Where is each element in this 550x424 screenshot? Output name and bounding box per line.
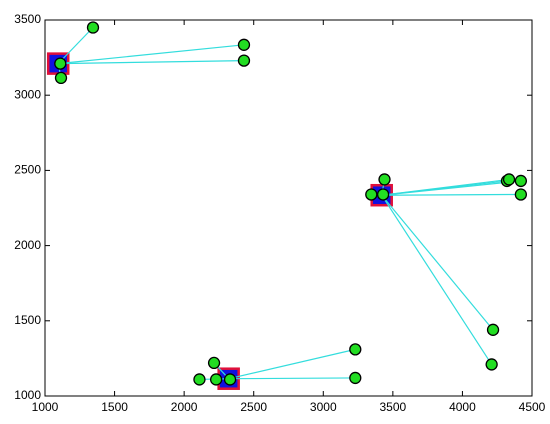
- link: [381, 193, 521, 196]
- sensor-node: [54, 57, 67, 70]
- link: [58, 44, 245, 65]
- x-tick-label: 3500: [380, 400, 407, 414]
- sensor-node: [514, 174, 528, 188]
- sensor-node: [193, 373, 206, 386]
- x-tick-label: 4500: [519, 400, 546, 414]
- y-tick-label: 1000: [14, 388, 41, 402]
- sensor-node: [349, 371, 362, 385]
- sensor-node: [365, 188, 378, 201]
- sensor-node: [486, 323, 500, 336]
- sensor-node: [378, 173, 391, 186]
- sensor-node: [237, 38, 251, 51]
- y-tick-label: 2000: [14, 238, 41, 252]
- sensor-node: [502, 173, 516, 186]
- sensor-node: [207, 356, 221, 370]
- sensor-node: [86, 21, 100, 34]
- link: [228, 377, 356, 380]
- y-tick-label: 3500: [14, 12, 41, 26]
- sensor-node: [54, 71, 68, 85]
- link: [381, 180, 521, 196]
- x-tick-label: 2000: [171, 400, 198, 414]
- y-tick-label: 3000: [14, 87, 41, 101]
- x-tick-label: 3000: [310, 400, 337, 414]
- sensor-node: [349, 343, 362, 356]
- sensor-node: [376, 188, 390, 201]
- sensor-node: [485, 358, 498, 371]
- link: [57, 27, 94, 65]
- sensor-node: [223, 373, 237, 386]
- link: [381, 194, 493, 365]
- y-tick-label: 2500: [14, 163, 41, 177]
- plot-area: [44, 19, 533, 397]
- sensor-node: [237, 54, 251, 67]
- sensor-node: [209, 373, 223, 386]
- x-tick-label: 4000: [449, 400, 476, 414]
- link: [381, 194, 494, 331]
- link: [58, 60, 244, 65]
- sensor-node: [514, 188, 528, 201]
- x-tick-label: 1500: [101, 400, 128, 414]
- y-tick-label: 1500: [14, 313, 41, 327]
- link: [228, 348, 356, 380]
- x-tick-label: 2500: [240, 400, 267, 414]
- x-tick-label: 1000: [32, 400, 59, 414]
